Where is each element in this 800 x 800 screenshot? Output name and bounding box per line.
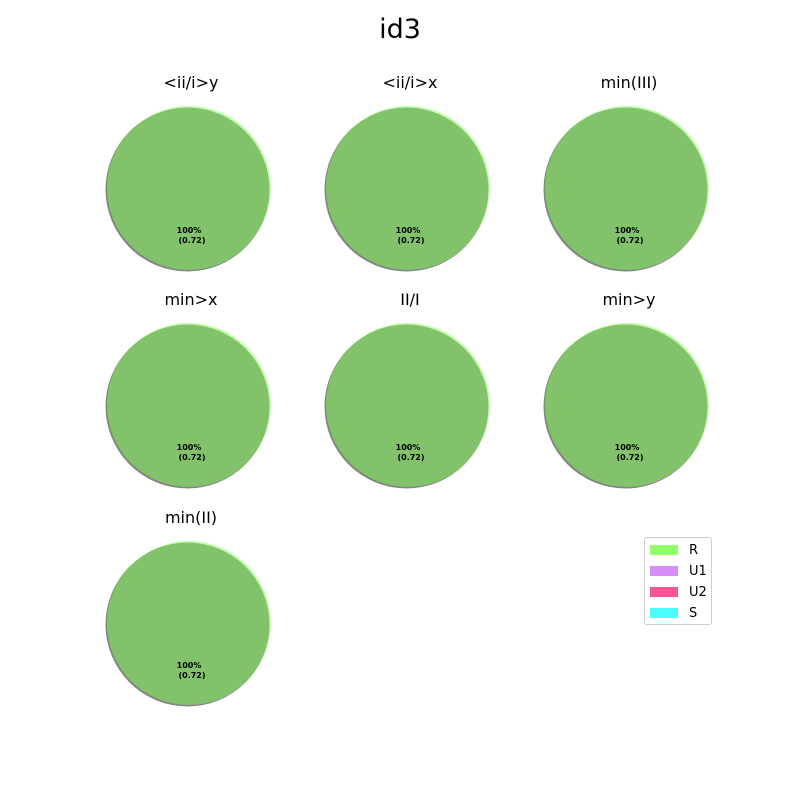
slice-percent-label: 100%: [396, 443, 421, 452]
pie-title: <ii/i>x: [382, 73, 437, 92]
legend-item-u2: U2: [650, 584, 707, 600]
slice-value-label: (0.72): [397, 236, 424, 245]
pie-title: <ii/i>y: [163, 73, 218, 92]
slice-percent-label: 100%: [177, 661, 202, 670]
slice-percent-label: 100%: [396, 226, 421, 235]
legend-item-r: R: [650, 542, 698, 558]
slice-value-label: (0.72): [616, 236, 643, 245]
legend-label-u2: U2: [689, 584, 707, 600]
legend-label-u1: U1: [689, 563, 707, 579]
legend-item-u1: U1: [650, 563, 707, 579]
slice-value-label: (0.72): [616, 453, 643, 462]
pie-2: <ii/i>x 100%(0.72): [324, 73, 490, 272]
pie-slice-r: [326, 106, 490, 270]
pie-5: II/I 100%(0.72): [324, 290, 490, 489]
legend-swatch-u2: [650, 587, 678, 597]
slice-percent-label: 100%: [177, 226, 202, 235]
legend-swatch-r: [650, 545, 678, 555]
slice-value-label: (0.72): [397, 453, 424, 462]
legend-label-s: S: [689, 605, 698, 621]
pie-title: min>y: [602, 290, 655, 309]
pie-title: min(III): [601, 73, 658, 92]
pie-4: min>x 100%(0.72): [105, 290, 271, 489]
slice-percent-label: 100%: [615, 226, 640, 235]
pie-slice-r: [545, 323, 709, 487]
pie-slice-r: [107, 323, 271, 487]
slice-value-label: (0.72): [178, 453, 205, 462]
pie-3: min(III) 100%(0.72): [543, 73, 709, 272]
pie-slice-r: [326, 323, 490, 487]
figure-title: id3: [379, 14, 421, 45]
pie-title: min>x: [164, 290, 217, 309]
chart-legend: R U1 U2 S: [644, 537, 712, 625]
pie-7: min(II) 100%(0.72): [105, 508, 271, 707]
slice-percent-label: 100%: [177, 443, 202, 452]
legend-label-r: R: [689, 542, 699, 558]
pie-slice-r: [107, 541, 271, 705]
legend-swatch-u1: [650, 566, 678, 576]
pie-1: <ii/i>y 100%(0.72): [105, 73, 271, 272]
slice-percent-label: 100%: [615, 443, 640, 452]
pie-6: min>y 100%(0.72): [543, 290, 709, 489]
slice-value-label: (0.72): [178, 236, 205, 245]
pie-grid: <ii/i>y100%(0.72)<ii/i>x100%(0.72)min(II…: [105, 73, 709, 707]
legend-item-s: S: [650, 605, 697, 621]
legend-swatch-s: [650, 608, 678, 618]
pie-slice-r: [545, 106, 709, 270]
slice-value-label: (0.72): [178, 671, 205, 680]
pie-title: II/I: [400, 290, 420, 309]
pie-slice-r: [107, 106, 271, 270]
pie-title: min(II): [165, 508, 217, 527]
